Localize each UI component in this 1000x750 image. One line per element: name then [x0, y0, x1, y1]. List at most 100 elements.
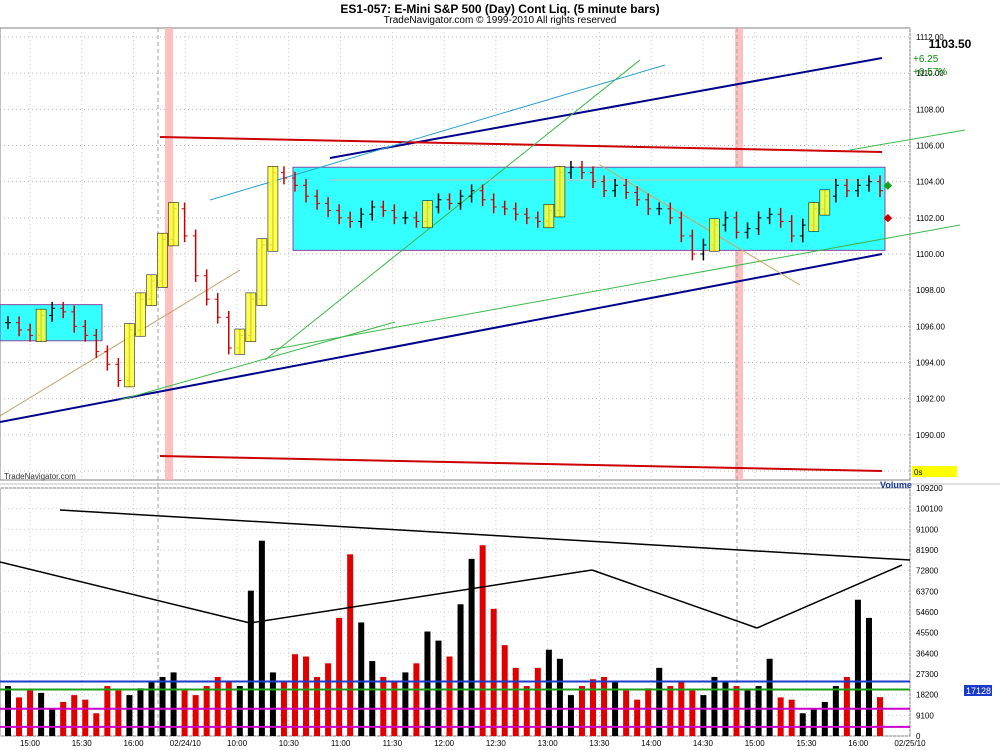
- volume-bars: [0, 509, 911, 736]
- volume-trendline: [591, 569, 758, 629]
- bull-highlight: [35, 308, 47, 342]
- time-tick-label: 10:00: [227, 739, 248, 748]
- bull-highlight: [422, 200, 433, 229]
- trendline: [0, 253, 883, 423]
- volume-tick-label: 36400: [916, 649, 939, 658]
- trendline: [159, 455, 883, 472]
- volume-bar: [192, 695, 199, 736]
- volume-bar: [468, 558, 475, 736]
- volume-bar: [667, 686, 674, 736]
- price-tick-label: 1106.00: [916, 142, 945, 151]
- bull-highlight: [543, 203, 555, 229]
- bull-highlight: [135, 292, 146, 337]
- volume-tick-label: 81900: [916, 546, 939, 555]
- chart-title: ES1-057: E-Mini S&P 500 (Day) Cont Liq. …: [340, 2, 660, 16]
- volume-bar: [435, 640, 442, 736]
- time-tick-label: 11:30: [383, 739, 403, 748]
- volume-tick-label: 18200: [916, 691, 939, 700]
- volume-bar: [556, 658, 563, 736]
- volume-tick-label: 27300: [916, 670, 939, 679]
- volume-bar: [766, 658, 773, 736]
- time-tick-label: 15:00: [745, 739, 766, 748]
- volume-bar: [16, 697, 23, 736]
- price-panel[interactable]: [0, 27, 911, 481]
- volume-bar: [258, 540, 265, 736]
- volume-bar: [60, 701, 67, 736]
- range-box: [292, 166, 886, 251]
- time-tick-label: 12:30: [486, 739, 507, 748]
- session-band: [165, 28, 173, 480]
- volume-bar: [479, 545, 486, 736]
- bull-highlight: [267, 166, 279, 252]
- volume-bar: [788, 699, 795, 736]
- volume-bar: [446, 656, 453, 736]
- trendline: [159, 136, 883, 153]
- trendline: [0, 269, 241, 417]
- volume-bar: [159, 676, 166, 736]
- price-tick-label: 1104.00: [916, 178, 945, 187]
- volume-bar: [380, 676, 387, 736]
- volume-bar: [601, 676, 608, 736]
- volume-tick-label: 9100: [916, 711, 934, 720]
- volume-bar: [457, 604, 464, 736]
- badge-bg: [912, 466, 957, 477]
- volume-bar: [71, 695, 78, 736]
- bull-highlight: [819, 189, 831, 216]
- trendline: [209, 64, 666, 201]
- volume-bar: [700, 695, 707, 736]
- volume-bar: [843, 676, 850, 736]
- volume-bar: [744, 690, 751, 736]
- volume-bar: [578, 686, 585, 736]
- bull-highlight: [245, 292, 257, 342]
- volume-tick-label: 72800: [916, 567, 939, 576]
- volume-bar: [402, 672, 409, 736]
- time-tick-label: 02/25/10: [894, 739, 926, 748]
- volume-bar: [799, 713, 806, 736]
- price-tick-label: 1112.00: [916, 33, 944, 42]
- time-tick-label: 13:00: [538, 739, 559, 748]
- price-tick-label: 1108.00: [916, 105, 945, 114]
- time-tick-label: 15:30: [72, 739, 93, 748]
- volume-bar: [247, 590, 254, 736]
- time-tick-label: 14:30: [693, 739, 714, 748]
- volume-bar: [303, 656, 310, 736]
- current-volume-label: 17128: [966, 686, 991, 696]
- volume-bar: [181, 690, 188, 736]
- session-bands: [157, 28, 743, 736]
- volume-bar: [170, 672, 177, 736]
- volume-bar: [656, 667, 663, 736]
- volume-bar: [214, 676, 221, 736]
- volume-bar: [369, 661, 376, 736]
- volume-bar: [733, 686, 740, 736]
- bull-highlight: [146, 274, 157, 306]
- volume-bar: [832, 686, 839, 736]
- time-tick-label: 13:30: [589, 739, 610, 748]
- last-price-label: 1103.50: [929, 37, 972, 51]
- price-tick-label: 1110.00: [916, 69, 944, 78]
- volume-bar: [203, 686, 210, 736]
- time-tick-label: 16:00: [848, 739, 869, 748]
- volume-bar: [82, 699, 89, 736]
- volume-bar: [755, 686, 762, 736]
- trendlines: [0, 57, 966, 472]
- volume-bar: [38, 692, 45, 736]
- price-tick-label: 1090.00: [916, 431, 945, 440]
- trendline: [599, 164, 801, 286]
- price-tick-label: 1096.00: [916, 322, 945, 331]
- volume-bar: [877, 697, 883, 736]
- price-tick-label: 1098.00: [916, 286, 945, 295]
- time-tick-label: 11:00: [331, 739, 351, 748]
- chart-copyright: TradeNavigator.com © 1999-2010 All right…: [383, 15, 617, 26]
- volume-bar: [865, 617, 872, 736]
- volume-bar: [104, 686, 111, 736]
- volume-tick-label: 54600: [916, 608, 939, 617]
- volume-bar: [854, 599, 861, 736]
- volume-bar: [810, 708, 817, 736]
- price-tick-label: 1092.00: [916, 395, 945, 404]
- volume-bar: [126, 695, 133, 736]
- volume-bar: [236, 686, 243, 736]
- bull-highlight: [256, 238, 268, 306]
- time-tick-label: 15:30: [796, 739, 817, 748]
